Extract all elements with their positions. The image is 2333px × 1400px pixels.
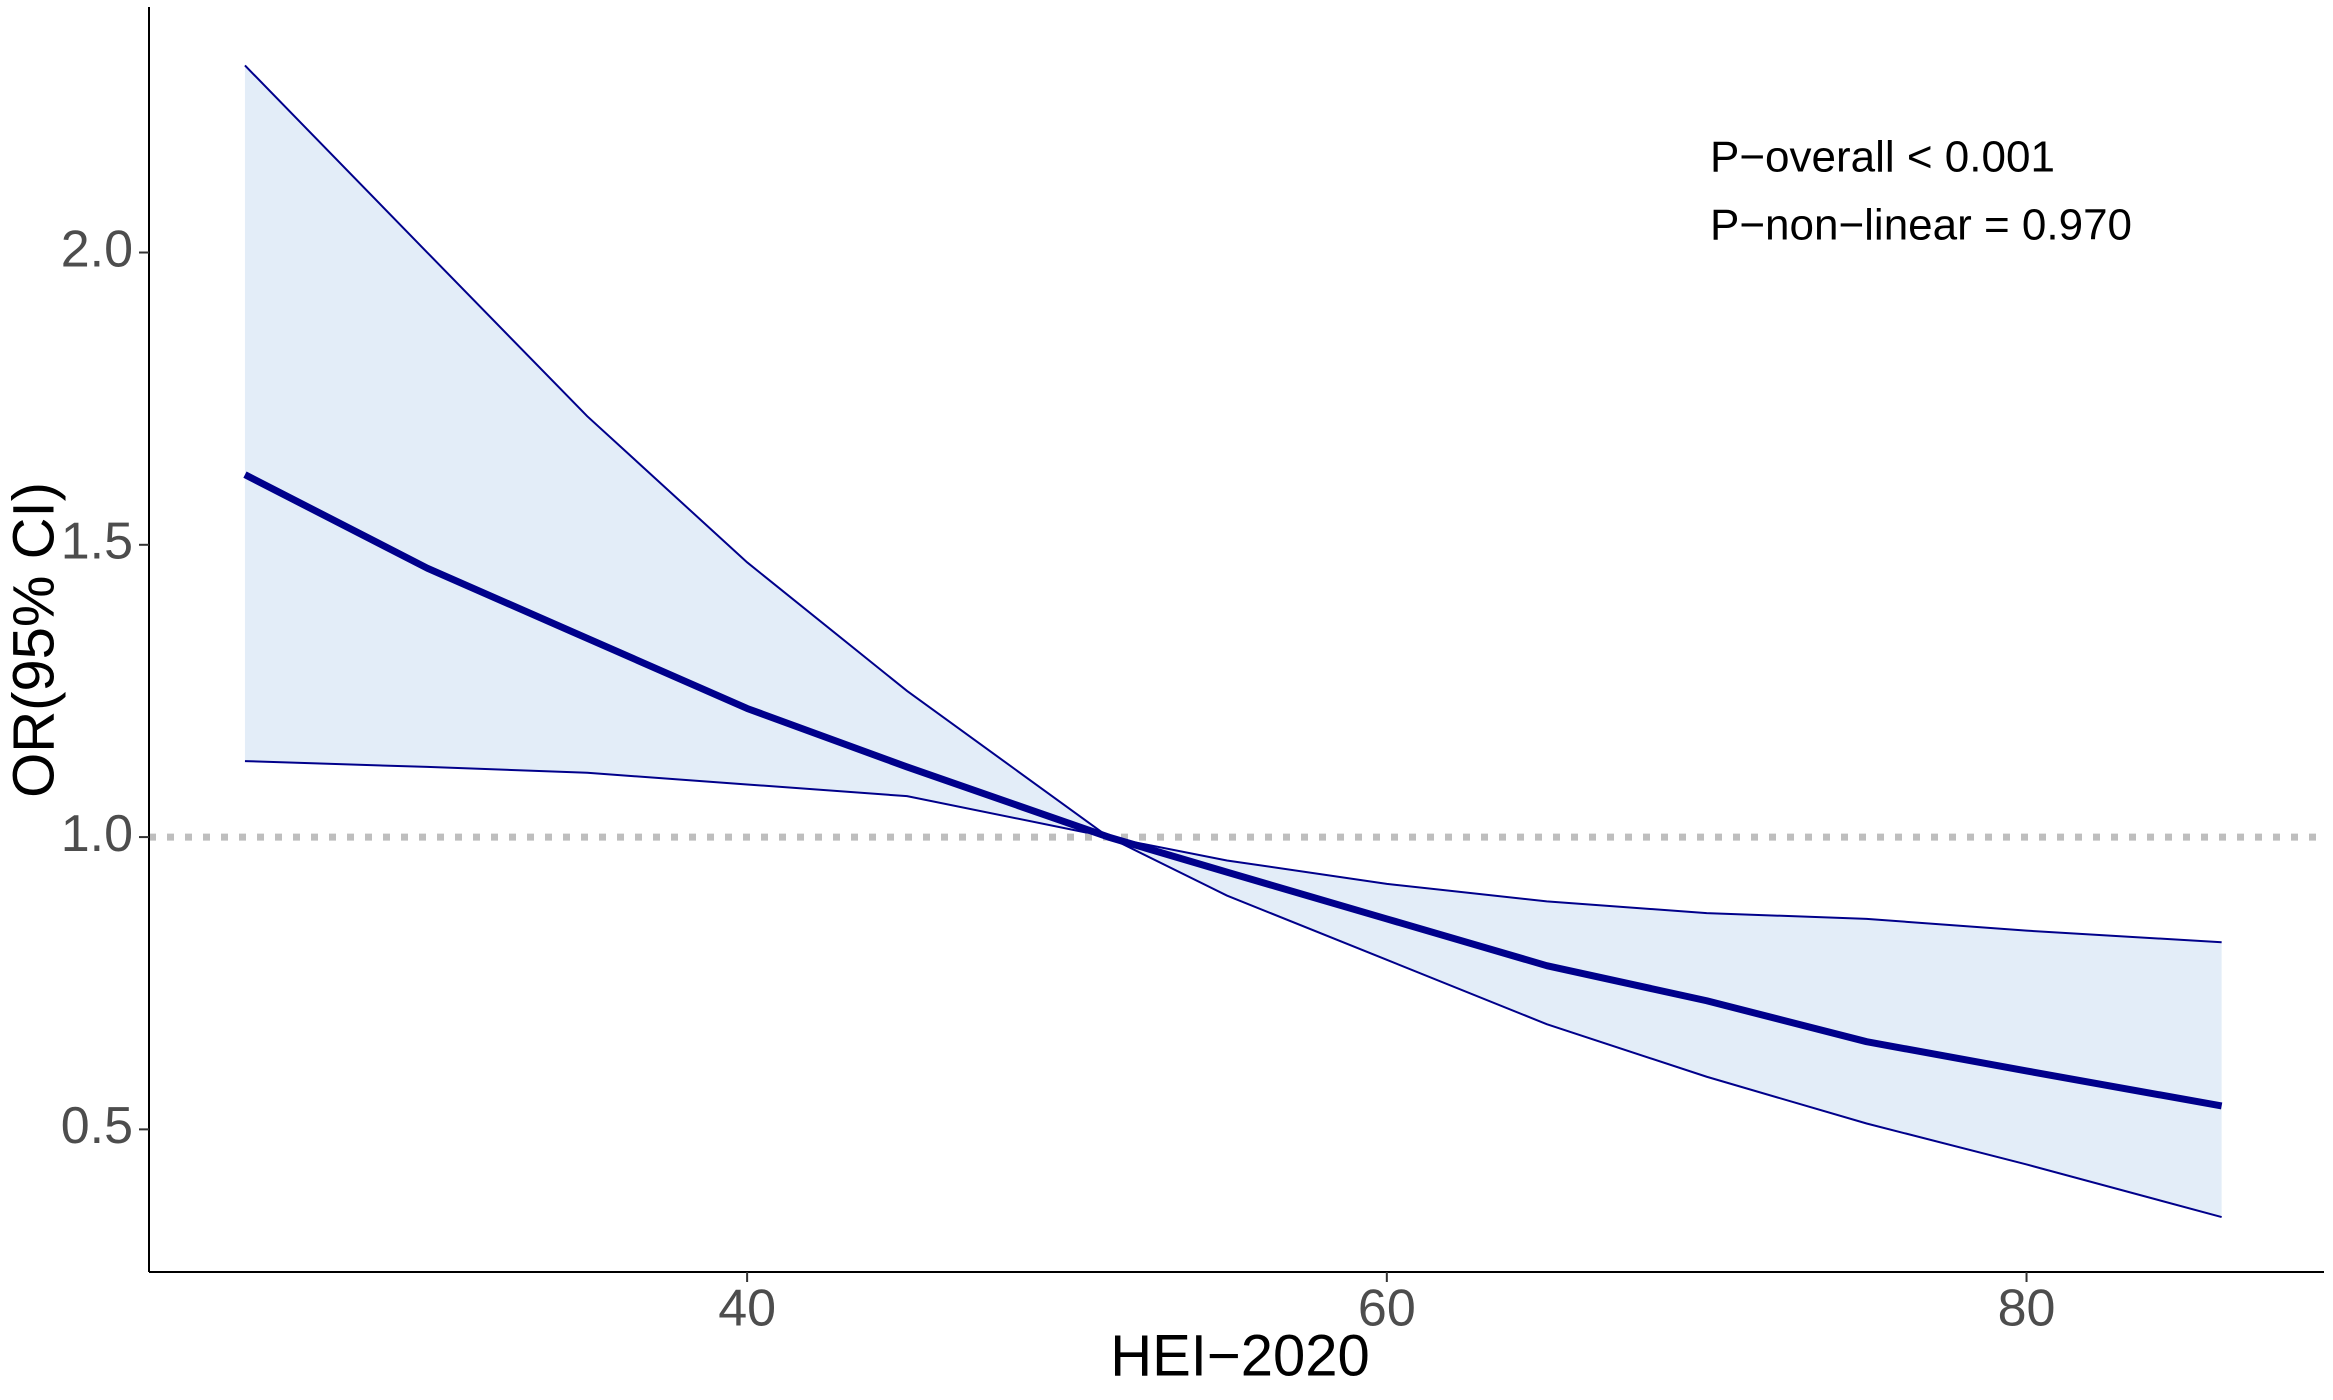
x-tick-label: 80 xyxy=(1998,1280,2056,1338)
annotation: P−non−linear = 0.970 xyxy=(1710,201,2132,250)
ci-upper-line xyxy=(244,64,2222,944)
estimate-line xyxy=(243,471,2223,1110)
x-axis-title: HEI−2020 xyxy=(1110,1323,1370,1388)
y-tick-label: 1.0 xyxy=(61,805,133,863)
y-axis-title: OR(95% CI) xyxy=(1,482,66,798)
x-tick-label: 40 xyxy=(718,1280,776,1338)
ci-lower-line xyxy=(244,760,2222,1219)
annotation: P−overall < 0.001 xyxy=(1710,133,2055,182)
y-tick-label: 0.5 xyxy=(61,1097,133,1155)
ci-band xyxy=(244,65,2222,1218)
y-tick-label: 2.0 xyxy=(61,220,133,278)
x-tick-label: 60 xyxy=(1358,1280,1416,1338)
y-tick-label: 1.5 xyxy=(61,513,133,571)
